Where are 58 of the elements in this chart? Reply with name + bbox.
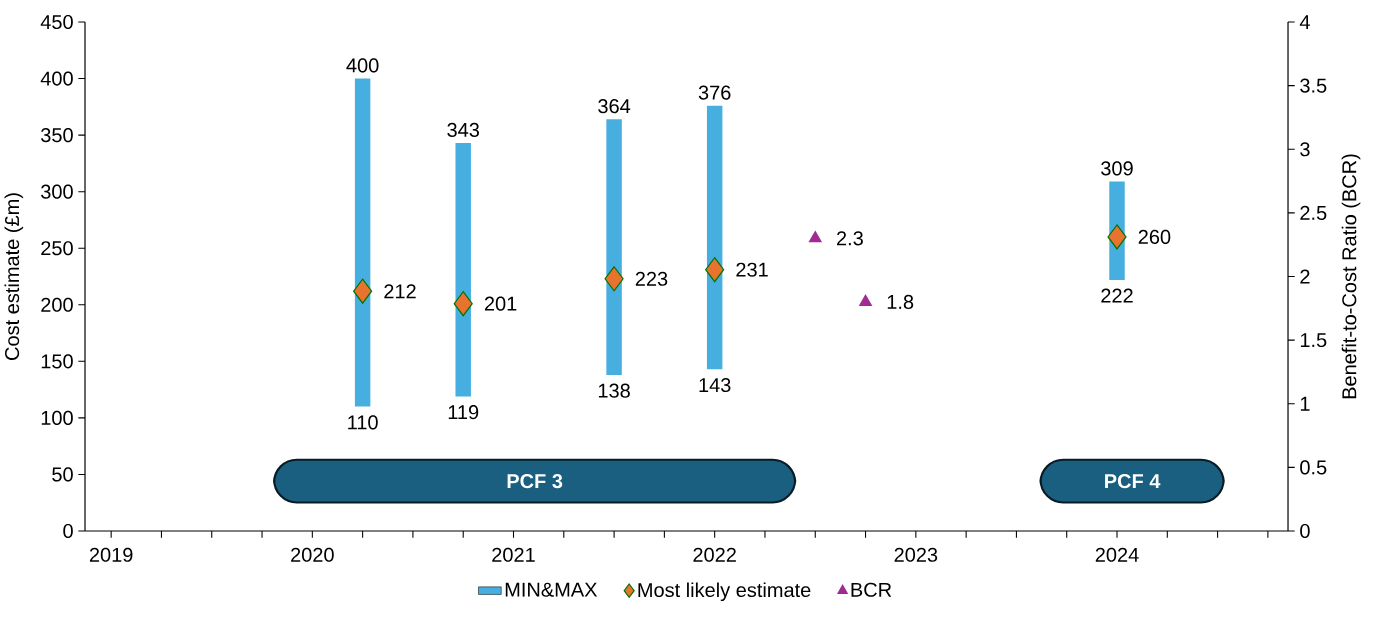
annotation: 222 xyxy=(1101,288,1133,303)
data-label: 2.3 xyxy=(836,231,863,246)
x-tick-label: 2019 xyxy=(89,547,133,562)
data-label: 231 xyxy=(736,262,768,277)
annotation: 376 xyxy=(698,85,731,100)
y-tick-label: 400 xyxy=(40,71,73,86)
x-tick-label: 2020 xyxy=(291,547,334,562)
data-label: 201 xyxy=(484,296,517,311)
point xyxy=(705,257,725,283)
y-tick-label: 350 xyxy=(41,128,73,143)
y-axis-title: Cost estimate (£m) xyxy=(4,193,24,360)
annotation: 364 xyxy=(598,99,631,114)
legend-label: BCR xyxy=(851,582,892,597)
y2-tick-label: 0.5 xyxy=(1300,460,1327,475)
annotation: 138 xyxy=(598,383,630,398)
bar xyxy=(354,78,371,407)
y2-tick-label: 2 xyxy=(1300,269,1310,284)
y2-tick-label: 3.5 xyxy=(1300,78,1327,93)
annotation: 110 xyxy=(348,415,378,430)
legend-label: MIN&MAX xyxy=(505,582,598,597)
data-label: 260 xyxy=(1138,229,1171,244)
data-label: 1.8 xyxy=(887,294,914,310)
y2-tick-label: 1 xyxy=(1300,396,1310,411)
x-tick-label: 2023 xyxy=(894,547,938,562)
band-label: PCF 3 xyxy=(507,474,563,489)
annotation: 343 xyxy=(447,122,480,137)
x-tick-label: 2022 xyxy=(693,547,736,562)
y-tick-label: 150 xyxy=(41,354,73,369)
point xyxy=(353,278,373,304)
y-tick-label: 200 xyxy=(41,297,73,312)
annotation: 400 xyxy=(346,58,379,73)
y-tick-label: 100 xyxy=(41,410,73,425)
bar xyxy=(706,105,723,370)
y2-tick-label: 0 xyxy=(1300,523,1310,539)
x-tick-label: 2021 xyxy=(492,547,535,562)
bar xyxy=(606,119,622,375)
bar xyxy=(455,143,471,397)
y2-tick-label: 1.5 xyxy=(1300,333,1327,348)
data-label: 223 xyxy=(635,271,668,286)
y-tick-label: 50 xyxy=(52,467,73,482)
x-tick-label: 2024 xyxy=(1095,547,1139,562)
annotation: 119 xyxy=(448,405,479,420)
point xyxy=(604,266,624,292)
point xyxy=(453,291,473,317)
y-tick-label: 450 xyxy=(40,14,73,30)
y2-axis-title: Benefit-to-Cost Ratio (BCR) xyxy=(1341,154,1361,399)
y2-tick-label: 2.5 xyxy=(1300,205,1327,220)
y2-tick-label: 4 xyxy=(1299,15,1310,29)
y-tick-label: 250 xyxy=(41,241,73,256)
annotation: 309 xyxy=(1101,161,1133,176)
legend-label: Most likely estimate xyxy=(638,582,811,602)
point xyxy=(1107,224,1127,250)
data-label: 212 xyxy=(384,284,416,299)
y-tick-label: 300 xyxy=(41,184,73,199)
band-label: PCF 4 xyxy=(1105,474,1161,489)
annotation: 143 xyxy=(699,377,731,393)
y2-tick-label: 3 xyxy=(1300,142,1310,157)
y-tick-label: 0 xyxy=(63,523,73,539)
